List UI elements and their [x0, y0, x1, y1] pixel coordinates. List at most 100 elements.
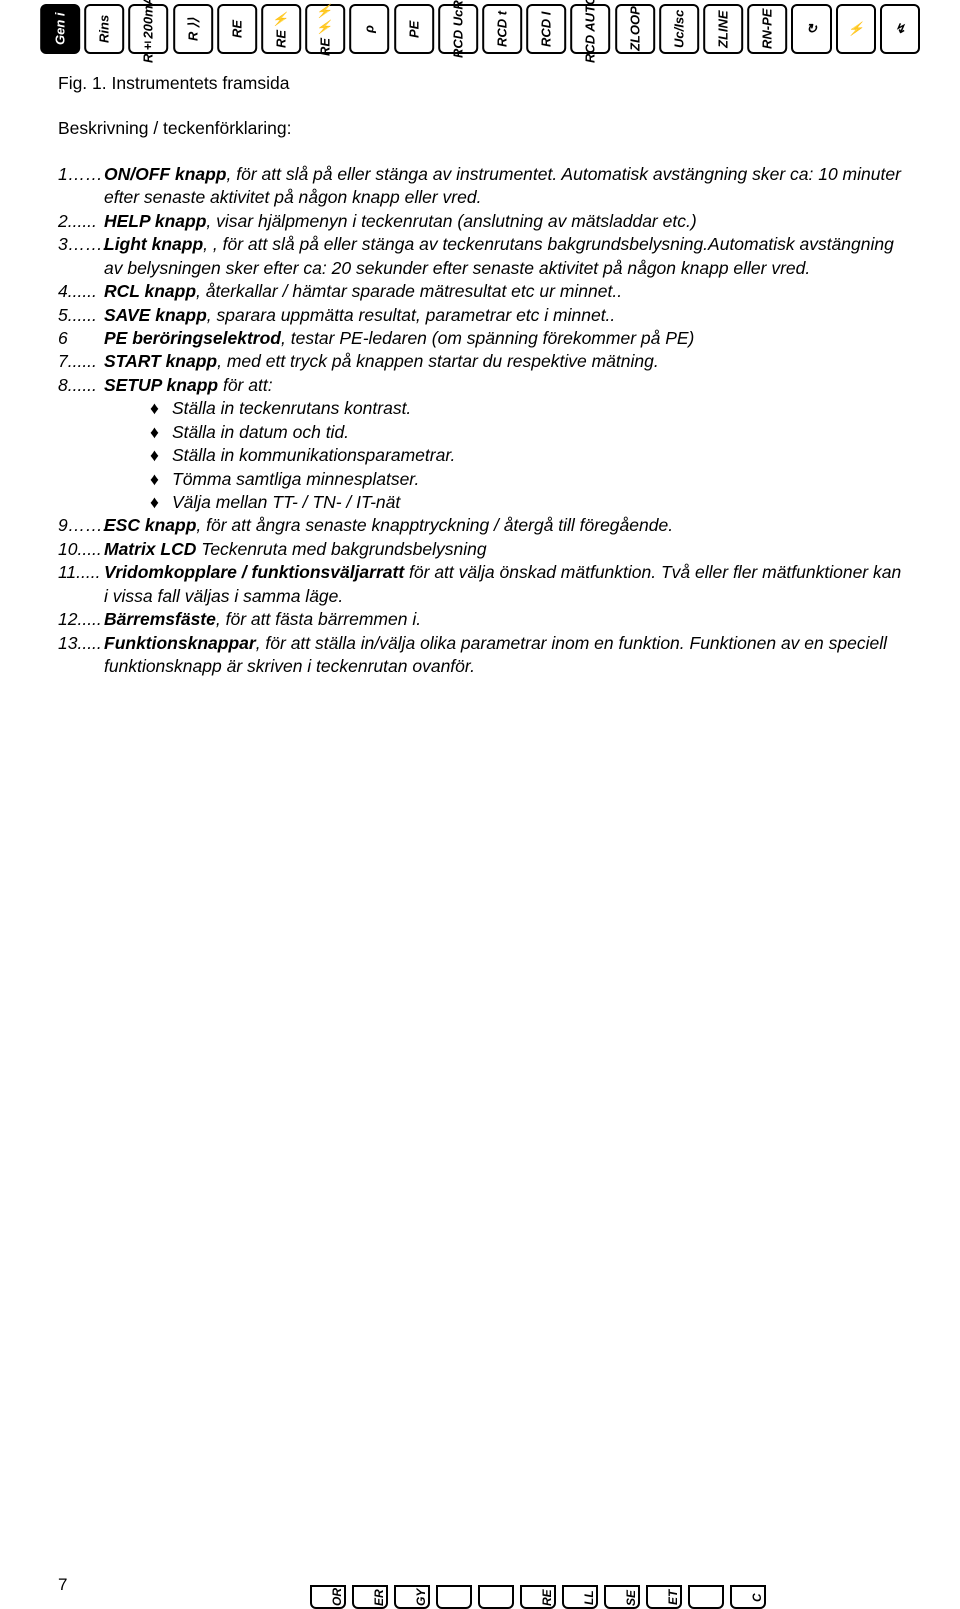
item-number: 4......	[58, 280, 104, 303]
mode-icon-1: Rins	[84, 4, 124, 54]
item-body: PE beröringselektrod, testar PE-ledaren …	[104, 327, 902, 350]
bullet-text: Ställa in teckenrutans kontrast.	[172, 397, 411, 420]
mode-icon-7: ρ	[349, 4, 389, 54]
bullet-text: Ställa in kommunikationsparametrar.	[172, 444, 455, 467]
mode-icon-11: RCD I	[526, 4, 566, 54]
bottom-icon-2: GY	[394, 1585, 430, 1609]
mode-icon-0: Gen i	[40, 4, 80, 54]
bullet-item: ♦Ställa in datum och tid.	[150, 421, 902, 444]
mode-icon-17: ↻	[791, 4, 831, 54]
item-body: Vridomkopplare / funktionsväljarratt för…	[104, 561, 902, 608]
item-text: ON/OFF knapp	[104, 164, 227, 184]
bottom-icon-0: OR	[310, 1585, 346, 1609]
item-text: , testar PE-ledaren (om spänning förekom…	[281, 328, 694, 348]
bullet-text: Tömma samtliga minnesplatser.	[172, 468, 419, 491]
mode-icon-13: ZLOOP	[615, 4, 655, 54]
item-body: HELP knapp, visar hjälpmenyn i teckenrut…	[104, 210, 902, 233]
bullet-text: Välja mellan TT- / TN- / IT-nät	[172, 491, 400, 514]
page-number: 7	[58, 1575, 67, 1595]
item-number: 13.....	[58, 632, 104, 679]
bullet-list: ♦Ställa in teckenrutans kontrast.♦Ställa…	[150, 397, 902, 514]
item-text: , återkallar / hämtar sparade mätresulta…	[196, 281, 622, 301]
item-number: 9……..	[58, 514, 104, 537]
item-number: 3……..	[58, 233, 104, 280]
item-text: , med ett tryck på knappen startar du re…	[217, 351, 659, 371]
bottom-icon-strip: ORERGYRELLSEETC	[310, 1585, 766, 1609]
list-item: 4......RCL knapp, återkallar / hämtar sp…	[58, 280, 902, 303]
item-body: Matrix LCD Teckenruta med bakgrundsbelys…	[104, 538, 902, 561]
item-body: Funktionsknappar, för att ställa in/välj…	[104, 632, 902, 679]
bottom-icon-9	[688, 1585, 724, 1609]
bottom-icon-3	[436, 1585, 472, 1609]
item-text: , , för att slå på eller stänga av tecke…	[104, 234, 894, 277]
item-body: SAVE knapp, sparara uppmätta resultat, p…	[104, 304, 902, 327]
item-text: , visar hjälpmenyn i teckenrutan (anslut…	[206, 211, 696, 231]
bottom-icon-7: SE	[604, 1585, 640, 1609]
bottom-icon-1: ER	[352, 1585, 388, 1609]
mode-icon-14: Uc/Isc	[659, 4, 699, 54]
mode-icon-2: R±200mA	[128, 4, 168, 54]
bottom-icon-10: C	[730, 1585, 766, 1609]
item-body: SETUP knapp för att:	[104, 374, 902, 397]
list-item: 11.....Vridomkopplare / funktionsväljarr…	[58, 561, 902, 608]
mode-icon-4: RE	[217, 4, 257, 54]
list-item: 12.....Bärremsfäste, för att fästa bärre…	[58, 608, 902, 631]
bottom-icon-4	[478, 1585, 514, 1609]
mode-icon-3: R ⟩⟩	[173, 4, 213, 54]
bullet-item: ♦Välja mellan TT- / TN- / IT-nät	[150, 491, 902, 514]
item-body: START knapp, med ett tryck på knappen st…	[104, 350, 902, 373]
bullet-item: ♦Ställa in kommunikationsparametrar.	[150, 444, 902, 467]
item-body: ESC knapp, för att ångra senaste knapptr…	[104, 514, 902, 537]
item-text: Light knapp	[104, 234, 203, 254]
mode-icon-19: ↯	[880, 4, 920, 54]
item-text: PE beröringselektrod	[104, 328, 281, 348]
mode-icon-10: RCD t	[482, 4, 522, 54]
item-text: START knapp	[104, 351, 217, 371]
bullet-symbol: ♦	[150, 444, 172, 467]
list-item: 13.....Funktionsknappar, för att ställa …	[58, 632, 902, 679]
item-text: Matrix LCD	[104, 539, 196, 559]
description-heading: Beskrivning / teckenförklaring:	[58, 117, 902, 140]
list-item: 5......SAVE knapp, sparara uppmätta resu…	[58, 304, 902, 327]
mode-icon-5: RE ⚡	[261, 4, 301, 54]
mode-icon-12: RCD AUTO	[570, 4, 610, 54]
item-list: 1……ON/OFF knapp, för att slå på eller st…	[58, 163, 902, 679]
mode-icon-9: RCD UcR	[438, 4, 478, 54]
item-text: , sparara uppmätta resultat, parametrar …	[207, 305, 616, 325]
item-text: Funktionsknappar	[104, 633, 256, 653]
item-body: Light knapp, , för att slå på eller stän…	[104, 233, 902, 280]
mode-icon-18: ⚡	[836, 4, 876, 54]
item-number: 10.....	[58, 538, 104, 561]
figure-caption: Fig. 1. Instrumentets framsida	[58, 72, 902, 95]
item-number: 5......	[58, 304, 104, 327]
item-number: 12.....	[58, 608, 104, 631]
list-item: 2......HELP knapp, visar hjälpmenyn i te…	[58, 210, 902, 233]
mode-icon-16: RN-PE	[747, 4, 787, 54]
item-text: HELP knapp	[104, 211, 206, 231]
item-text: ESC knapp	[104, 515, 196, 535]
item-text: , för att fästa bärremmen i.	[216, 609, 421, 629]
item-text: RCL knapp	[104, 281, 196, 301]
item-text: Bärremsfäste	[104, 609, 216, 629]
list-item: 3……..Light knapp, , för att slå på eller…	[58, 233, 902, 280]
item-body: RCL knapp, återkallar / hämtar sparade m…	[104, 280, 902, 303]
bullet-item: ♦Tömma samtliga minnesplatser.	[150, 468, 902, 491]
item-number: 7......	[58, 350, 104, 373]
item-text: SAVE knapp	[104, 305, 207, 325]
bottom-icon-8: ET	[646, 1585, 682, 1609]
mode-icon-8: PE	[394, 4, 434, 54]
bullet-item: ♦Ställa in teckenrutans kontrast.	[150, 397, 902, 420]
item-text: Vridomkopplare / funktionsväljarratt	[104, 562, 404, 582]
list-item: 7......START knapp, med ett tryck på kna…	[58, 350, 902, 373]
document-content: Fig. 1. Instrumentets framsida Beskrivni…	[0, 58, 960, 679]
item-body: ON/OFF knapp, för att slå på eller stäng…	[104, 163, 902, 210]
mode-icon-15: ZLINE	[703, 4, 743, 54]
item-number: 6	[58, 327, 104, 350]
bullet-text: Ställa in datum och tid.	[172, 421, 349, 444]
list-item: 6PE beröringselektrod, testar PE-ledaren…	[58, 327, 902, 350]
item-text: , för att ångra senaste knapptryckning /…	[196, 515, 673, 535]
list-item: 1……ON/OFF knapp, för att slå på eller st…	[58, 163, 902, 210]
mode-icon-6: RE ⚡⚡	[305, 4, 345, 54]
item-number: 11.....	[58, 561, 104, 608]
bullet-symbol: ♦	[150, 421, 172, 444]
